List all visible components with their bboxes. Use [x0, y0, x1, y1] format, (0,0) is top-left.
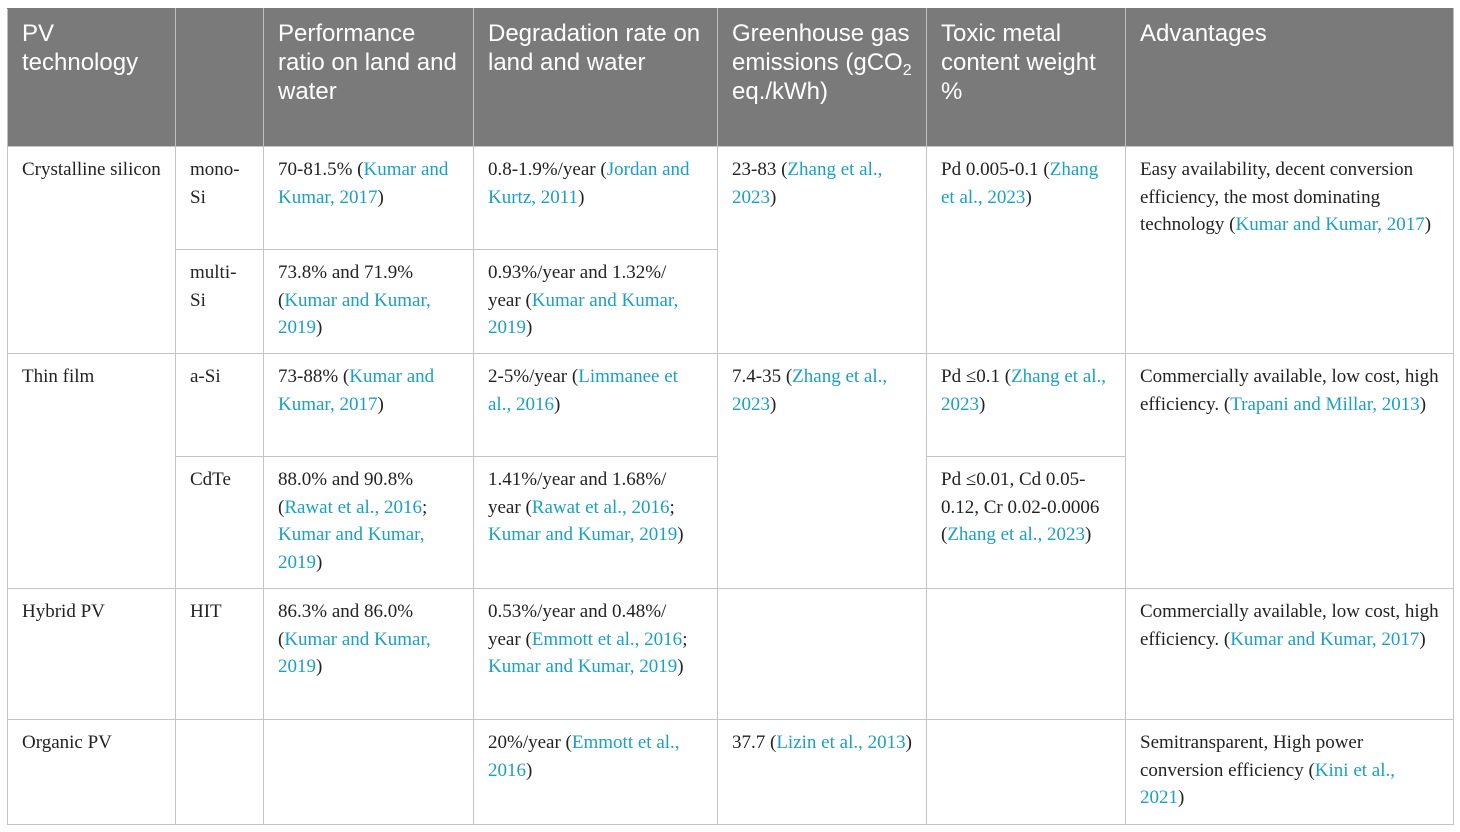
cell-ghg-empty — [717, 588, 927, 720]
header-greenhouse-gas: Greenhouse gas emissions (gCO2 eq./kWh) — [717, 8, 927, 147]
cell-toxic: Pd ≤0.01, Cd 0.05-0.12, Cr 0.02-0.0006 (… — [926, 456, 1126, 589]
header-ghg-subscript: 2 — [902, 62, 912, 79]
group-crystalline-silicon: Crystalline silicon — [7, 146, 176, 354]
group-thin-film: Thin film — [7, 353, 176, 589]
cell-ghg: 37.7 (Lizin et al., 2013) — [717, 719, 927, 825]
cell-toxic-empty — [926, 588, 1126, 720]
citation-link[interactable]: Trapani and Millar, 2013 — [1230, 393, 1420, 415]
header-degradation-rate: Degradation rate on land and water — [473, 8, 718, 147]
table-row-mono-si: Crystalline silicon mono-Si 70-81.5% (Ku… — [7, 146, 1454, 354]
group-hybrid-pv: Hybrid PV — [7, 588, 176, 720]
subtype-mono-si: mono-Si — [175, 146, 264, 250]
table-row-hit: Hybrid PV HIT 86.3% and 86.0% (Kumar and… — [7, 588, 1454, 720]
cell-toxic-crystalline: Pd 0.005-0.1 (Zhang et al., 2023) — [926, 146, 1126, 354]
table-row-multi-si: multi-Si 73.8% and 71.9% (Kumar and Kuma… — [8, 249, 1454, 354]
header-toxic-metal: Toxic metal content weight % — [926, 8, 1126, 147]
citation-link[interactable]: Kumar and Kumar, 2017 — [278, 366, 435, 415]
cell-degradation: 0.93%/year and 1.32%/ year (Kumar and Ku… — [473, 249, 718, 354]
cell-toxic-empty — [926, 719, 1126, 825]
header-advantages: Advantages — [1125, 8, 1454, 147]
cell-performance: 73-88% (Kumar and Kumar, 2017) — [263, 353, 474, 457]
header-row: PV technology Performance ratio on land … — [7, 8, 1454, 147]
citation-link[interactable]: Zhang et al., 2023 — [732, 366, 888, 415]
subtype-empty — [175, 719, 264, 825]
cell-performance: 70-81.5% (Kumar and Kumar, 2017) — [263, 146, 474, 250]
citation-link[interactable]: Kumar and Kumar, 2017 — [1235, 214, 1425, 235]
citation-link[interactable]: Kumar and Kumar, 2019 — [488, 289, 679, 339]
citation-link[interactable]: Limmanee et al., 2016 — [488, 366, 678, 415]
header-ghg-suffix: eq./kWh) — [732, 78, 829, 105]
cell-performance-empty — [263, 719, 474, 825]
cell-performance: 86.3% and 86.0% (Kumar and Kumar, 2019) — [263, 588, 474, 720]
citation-link[interactable]: Rawat et al., 2016 — [284, 496, 423, 518]
pv-comparison-table: PV technology Performance ratio on land … — [7, 8, 1454, 825]
cell-advantages-crystalline: Easy availability, decent conversion eff… — [1125, 146, 1454, 354]
citation-link[interactable]: Kumar and Kumar, 2019 — [278, 289, 431, 339]
citation-link[interactable]: Kumar and Kumar, 2019 — [488, 524, 678, 545]
citation-link[interactable]: Rawat et al., 2016 — [531, 496, 670, 518]
header-pv-technology: PV technology — [7, 8, 176, 147]
subtype-hit: HIT — [175, 588, 264, 720]
cell-degradation: 2-5%/year (Limmanee et al., 2016) — [473, 353, 718, 457]
cell-performance: 88.0% and 90.8% (Rawat et al., 2016; Kum… — [263, 456, 474, 589]
cell-advantages-thin-film: Commercially available, low cost, high e… — [1125, 353, 1454, 589]
group-organic-pv: Organic PV — [7, 719, 176, 825]
header-performance-ratio: Performance ratio on land and water — [263, 8, 474, 147]
citation-link[interactable]: Zhang et al., 2023 — [941, 159, 1099, 208]
cell-ghg-thin-film: 7.4-35 (Zhang et al., 2023) — [717, 353, 927, 589]
citation-link[interactable]: Kumar and Kumar, 2017 — [1230, 628, 1420, 650]
cell-degradation: 1.41%/year and 1.68%/ year (Rawat et al.… — [473, 456, 718, 589]
cell-degradation: 0.8-1.9%/year (Jordan and Kurtz, 2011) — [473, 146, 718, 250]
cell-advantages: Commercially available, low cost, high e… — [1125, 588, 1454, 720]
cell-advantages: Semitransparent, High power conversion e… — [1125, 719, 1454, 825]
citation-link[interactable]: Kumar and Kumar, 2019 — [278, 628, 431, 678]
subtype-multi-si: multi-Si — [175, 249, 264, 354]
table-row-organic: Organic PV 20%/year (Emmott et al., 2016… — [7, 719, 1454, 825]
cell-degradation: 20%/year (Emmott et al., 2016) — [473, 719, 718, 825]
table-row-a-si: Thin film a-Si 73-88% (Kumar and Kumar, … — [7, 353, 1454, 589]
header-ghg-prefix: Greenhouse gas emissions (gCO — [732, 20, 910, 76]
citation-link[interactable]: Lizin et al., 2013 — [776, 732, 906, 753]
citation-link[interactable]: Kumar and Kumar, 2019 — [278, 524, 425, 573]
header-subtype — [175, 8, 264, 147]
citation-link[interactable]: Jordan and Kurtz, 2011 — [488, 159, 690, 208]
cell-toxic: Pd ≤0.1 (Zhang et al., 2023) — [926, 353, 1126, 457]
subtype-a-si: a-Si — [175, 353, 264, 457]
cell-ghg-crystalline: 23-83 (Zhang et al., 2023) — [717, 146, 927, 354]
citation-link[interactable]: Zhang et al., 2023 — [947, 524, 1086, 545]
citation-link[interactable]: Kumar and Kumar, 2019 — [488, 656, 678, 677]
citation-link[interactable]: Emmott et al., 2016 — [488, 732, 680, 781]
citation-link[interactable]: Kumar and Kumar, 2017 — [278, 159, 449, 208]
citation-link[interactable]: Emmott et al., 2016 — [531, 628, 683, 650]
citation-link[interactable]: Zhang et al., 2023 — [732, 159, 883, 208]
subtype-cdte: CdTe — [175, 456, 264, 589]
citation-link[interactable]: Zhang et al., 2023 — [941, 366, 1107, 415]
cell-performance: 73.8% and 71.9% (Kumar and Kumar, 2019) — [263, 249, 474, 354]
citation-link[interactable]: Kini et al., 2021 — [1140, 759, 1395, 809]
cell-degradation: 0.53%/year and 0.48%/ year (Emmott et al… — [473, 588, 718, 720]
